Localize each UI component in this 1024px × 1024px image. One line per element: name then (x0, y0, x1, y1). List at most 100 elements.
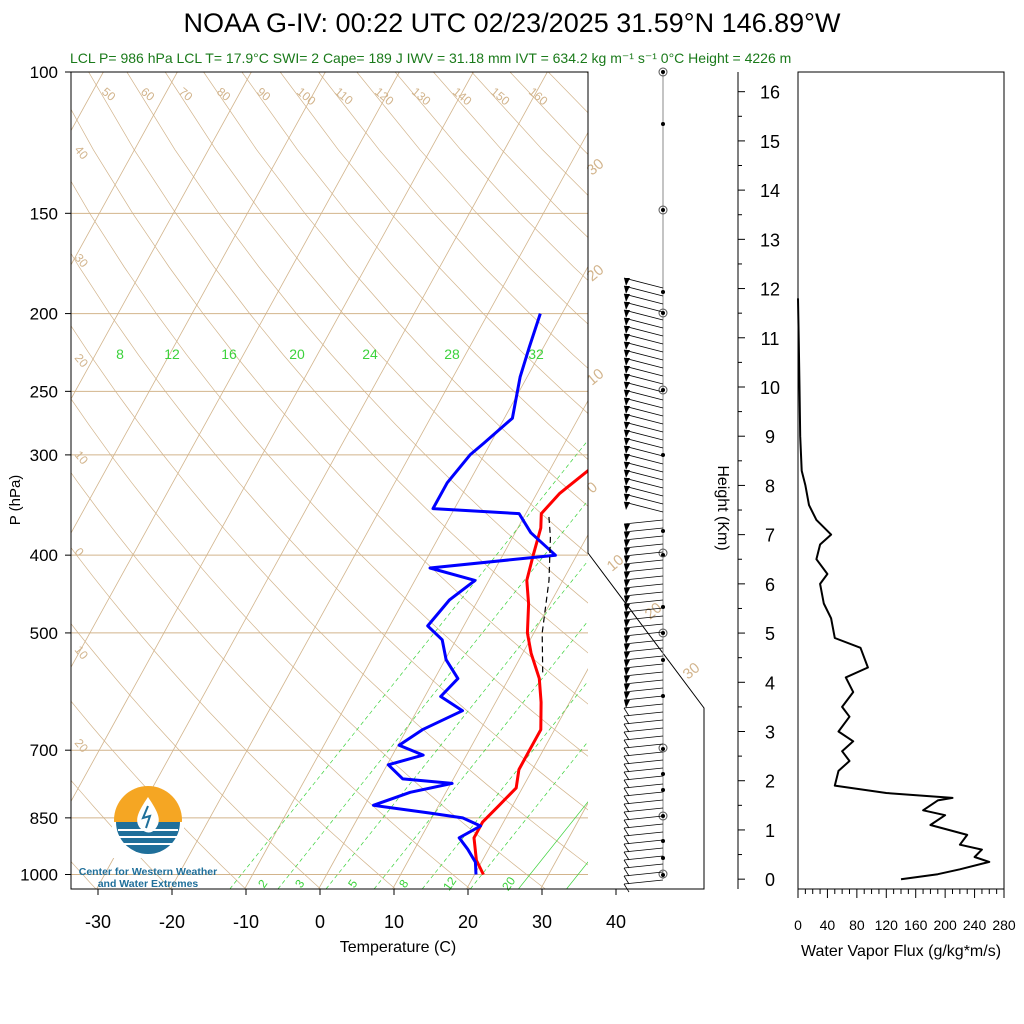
height-tick-label: 7 (765, 526, 775, 546)
wind-barb (623, 759, 664, 765)
sounding-indices: LCL P= 986 hPa LCL T= 17.9°C SWI= 2 Cape… (70, 50, 792, 66)
isotherm-label: 130 (409, 85, 434, 109)
wind-barb-feather (623, 707, 630, 717)
dry-adiabat (71, 180, 588, 757)
y-tick-label: 100 (30, 63, 58, 82)
temperature-line (472, 468, 588, 876)
isotherm-line (466, 668, 588, 889)
x-tick-label: 20 (458, 912, 478, 932)
barb-level-dot (661, 772, 665, 776)
wind-barb-flag (624, 620, 630, 628)
wind-barb (623, 847, 664, 853)
isotherm-line (763, 72, 1024, 889)
wind-barb-flag (624, 350, 630, 358)
barb-level-dot (661, 208, 665, 212)
wind-barb-feather (623, 763, 630, 773)
wind-barb (623, 333, 664, 345)
wind-barb-flag (624, 438, 630, 446)
isotherm-line (71, 72, 400, 669)
wind-barb (623, 631, 664, 637)
wind-barb-flag (624, 294, 630, 302)
mixing-ratio-line (277, 499, 588, 889)
height-tick-label: 12 (760, 280, 780, 300)
height-tick-label: 16 (760, 83, 780, 103)
mixing-ratio-line (421, 680, 588, 889)
dry-adiabat (71, 547, 397, 889)
isotherm-line (71, 72, 252, 400)
wind-barb (623, 879, 664, 885)
height-tick-label: 1 (765, 821, 775, 841)
chart-title: NOAA G-IV: 00:22 UTC 02/23/2025 31.59°N … (183, 8, 841, 38)
dry-adiabat-label: 0 (72, 545, 87, 559)
wind-barb (623, 575, 664, 581)
wind-barb-feather (623, 715, 630, 725)
isotherm-label: 100 (294, 85, 319, 109)
wind-barb-feather (623, 739, 630, 749)
skewt-frame (70, 71, 705, 890)
wind-barb-feather (623, 827, 630, 837)
barb-level-dot (661, 388, 665, 392)
wind-barb (623, 349, 664, 361)
wind-barb (623, 567, 664, 573)
isotherm-line (71, 72, 474, 803)
wind-barb-flag (624, 406, 630, 414)
barb-level-ring (658, 67, 668, 77)
dry-adiabat (394, 72, 588, 281)
mixing-ratio-label: 20 (499, 874, 518, 893)
wind-barb (623, 527, 664, 533)
wind-barb (623, 559, 664, 565)
wind-barb (623, 671, 664, 677)
dry-adiabat (71, 700, 247, 889)
wind-barb (623, 679, 664, 685)
dry-adiabat-label: 10 (72, 448, 92, 467)
wind-barb-feather (623, 747, 630, 757)
wind-barb-flag (624, 692, 630, 700)
mixing-ratio-label: 12 (440, 874, 459, 893)
height-tick-label: 14 (760, 181, 780, 201)
wind-barb (623, 599, 664, 605)
y-tick-label: 400 (30, 546, 58, 565)
wind-barb-feather (623, 875, 630, 885)
barb-level-dot (661, 529, 665, 533)
wind-barb (623, 639, 664, 645)
wind-barb-feather (623, 843, 630, 853)
wind-barb (623, 293, 664, 305)
wind-barb-flag (624, 342, 630, 350)
barb-level-dot (661, 856, 665, 860)
dry-adiabat (126, 72, 588, 604)
y-tick-label: 200 (30, 305, 58, 324)
wind-barb-flag (624, 278, 630, 286)
mixing-ratio-label: 5 (345, 877, 360, 891)
wind-barb (623, 799, 664, 805)
mixing-ratio-label: 20 (289, 346, 305, 362)
wind-barb (623, 429, 664, 441)
wind-barb (623, 695, 664, 701)
isotherm-label: 140 (450, 85, 475, 109)
mixing-ratio-label: 8 (396, 877, 411, 891)
wind-barb (623, 687, 664, 693)
flux-frame (797, 71, 1005, 890)
wind-barb (623, 405, 664, 417)
moist-adiabat-label: 10 (584, 365, 608, 389)
skewt-series (371, 313, 588, 876)
mixing-ratio-line (615, 347, 1024, 889)
barb-level-ring (658, 308, 668, 318)
wind-barb (623, 485, 664, 497)
wind-barb-flag (624, 502, 630, 510)
barb-level-dot (661, 453, 665, 457)
wind-barb-feather (623, 795, 630, 805)
wind-barb (623, 477, 664, 489)
isotherm-line (392, 534, 588, 889)
height-tick-label: 3 (765, 723, 775, 743)
wind-barb (623, 373, 664, 385)
mixing-ratio-label: 3 (292, 877, 307, 891)
wind-barb-flag (624, 414, 630, 422)
dry-adiabat (548, 72, 588, 114)
barb-level-ring (658, 548, 668, 558)
y-tick-label: 850 (30, 809, 58, 828)
mixing-ratio-line (663, 347, 1024, 889)
barb-level-dot (661, 122, 665, 126)
wind-barb-flag (624, 382, 630, 390)
wind-barb (623, 381, 664, 393)
